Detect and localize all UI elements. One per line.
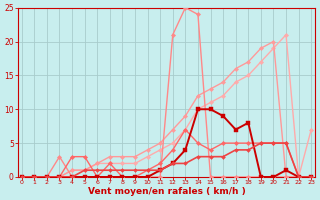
X-axis label: Vent moyen/en rafales ( km/h ): Vent moyen/en rafales ( km/h )	[88, 187, 245, 196]
